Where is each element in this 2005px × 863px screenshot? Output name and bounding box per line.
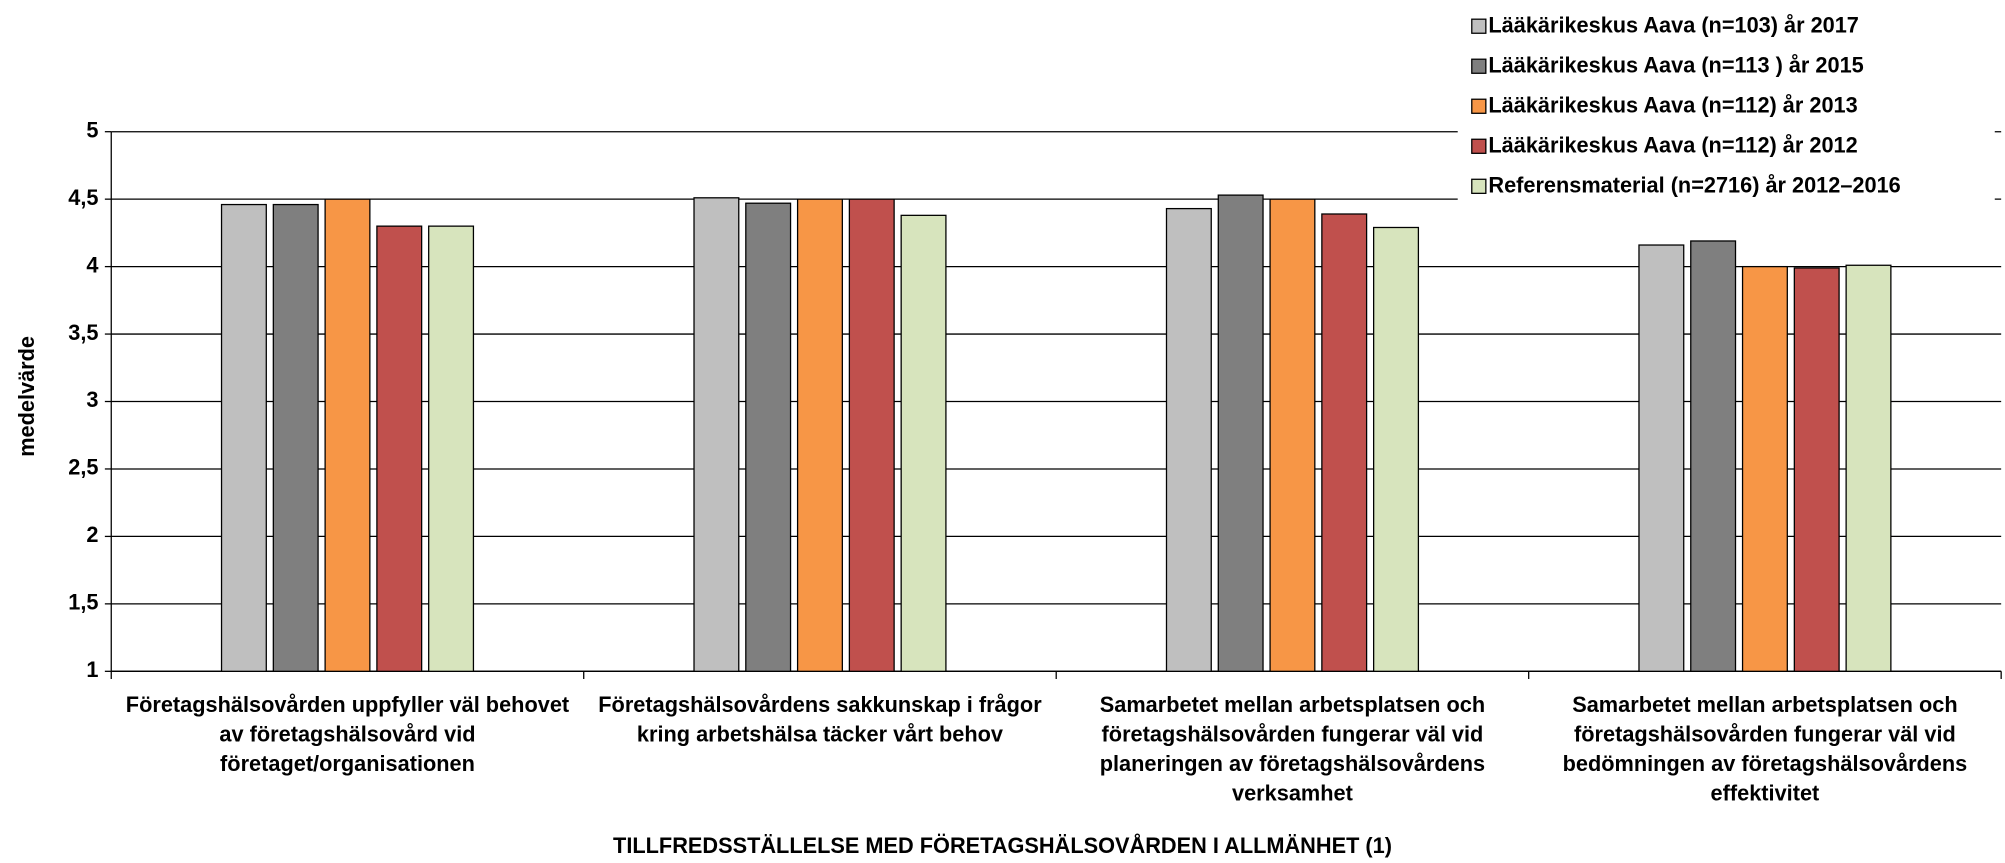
x-tick-label: Samarbetet mellan arbetsplatsen och före… bbox=[1562, 693, 1968, 806]
legend-swatch bbox=[1471, 18, 1487, 34]
y-tick-label: 2,5 bbox=[68, 455, 98, 480]
y-tick-label: 3,5 bbox=[68, 320, 98, 345]
bar bbox=[428, 225, 475, 672]
bar bbox=[848, 198, 895, 672]
y-tick-label: 2 bbox=[86, 522, 98, 547]
legend-swatch bbox=[1471, 138, 1487, 154]
y-axis-label: medelvärde bbox=[14, 336, 39, 457]
bar bbox=[1373, 226, 1420, 672]
bar bbox=[1793, 267, 1840, 672]
bar bbox=[1690, 240, 1737, 672]
legend-label: Referensmaterial (n=2716) år 2012–2016 bbox=[1488, 173, 1900, 198]
legend-label: Lääkärikeskus Aava (n=112) år 2012 bbox=[1488, 133, 1857, 158]
bar bbox=[693, 197, 740, 672]
bar bbox=[1165, 207, 1212, 672]
legend-label: Lääkärikeskus Aava (n=103) år 2017 bbox=[1488, 13, 1858, 38]
legend-background bbox=[1457, 7, 1995, 219]
bar bbox=[745, 202, 792, 672]
x-tick-label: Företagshälsovården uppfyller väl behove… bbox=[125, 693, 570, 777]
bar bbox=[1845, 264, 1892, 672]
bar bbox=[1741, 265, 1788, 672]
x-axis-title: TILLFREDSSTÄLLELSE MED FÖRETAGSHÄLSOVÅRD… bbox=[613, 833, 1392, 859]
y-tick-label: 5 bbox=[86, 117, 98, 142]
y-tick-label: 4 bbox=[86, 252, 98, 277]
bar bbox=[1321, 213, 1368, 672]
legend-swatch bbox=[1471, 98, 1487, 114]
x-tick-label: Samarbetet mellan arbetsplatsen och före… bbox=[1099, 693, 1486, 806]
bar bbox=[900, 214, 947, 672]
y-tick-label: 4,5 bbox=[68, 185, 98, 210]
legend-label: Lääkärikeskus Aava (n=112) år 2013 bbox=[1488, 93, 1857, 118]
bar bbox=[376, 225, 423, 672]
y-tick-label: 1,5 bbox=[68, 590, 98, 615]
legend-label: Lääkärikeskus Aava (n=113 ) år 2015 bbox=[1488, 53, 1863, 78]
legend-swatch bbox=[1471, 58, 1487, 74]
y-tick-label: 3 bbox=[86, 387, 98, 412]
y-tick-label: 1 bbox=[86, 657, 98, 682]
bar bbox=[1269, 198, 1316, 672]
bar bbox=[1638, 244, 1685, 672]
bar bbox=[324, 198, 371, 672]
bar bbox=[220, 203, 267, 672]
bar bbox=[272, 203, 319, 672]
bar bbox=[796, 198, 843, 672]
bar bbox=[1217, 194, 1264, 672]
legend-swatch bbox=[1471, 178, 1487, 194]
x-tick-label: Företagshälsovårdens sakkunskap i frågor… bbox=[598, 693, 1042, 747]
